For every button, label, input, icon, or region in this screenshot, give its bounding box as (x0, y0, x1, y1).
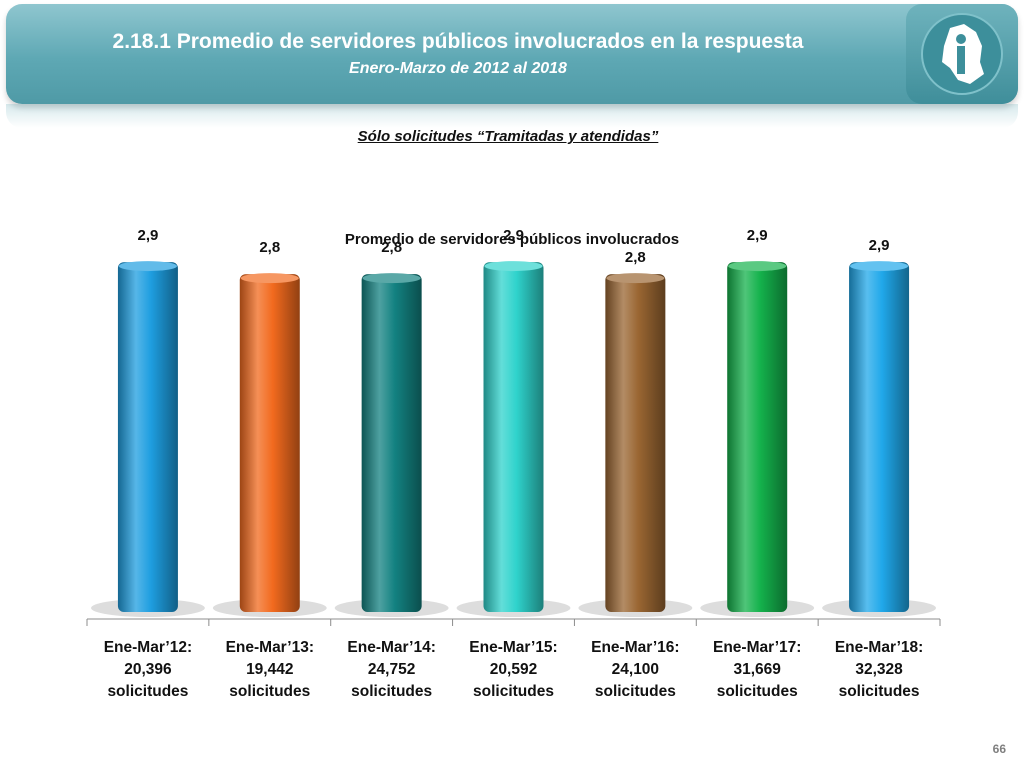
category-label-2-line-3: solicitudes (229, 683, 310, 700)
bar-3-cap (362, 273, 421, 284)
bar-5-cap (606, 273, 665, 284)
category-label-6-line-1: Ene-Mar’17: (713, 639, 801, 656)
category-label-2-line-2: 19,442 (246, 661, 293, 678)
page-number: 66 (992, 742, 1006, 756)
bar-2 (239, 274, 300, 612)
bar-1-cap (118, 261, 177, 272)
filter-note: Sólo solicitudes “Tramitadas y atendidas… (357, 128, 659, 145)
category-label-7-line-3: solicitudes (839, 683, 920, 700)
category-label-7-line-2: 32,328 (855, 661, 903, 678)
page-subtitle: Enero-Marzo de 2012 al 2018 (349, 60, 567, 77)
header-banner (6, 4, 1018, 104)
bar-7-cap (850, 261, 909, 272)
category-label-6-line-2: 31,669 (734, 661, 782, 678)
page-title: 2.18.1 Promedio de servidores públicos i… (112, 30, 804, 53)
category-label-1-line-2: 20,396 (124, 661, 172, 678)
bar-6 (727, 262, 788, 612)
category-label-3-line-3: solicitudes (351, 683, 432, 700)
category-label-2-line-1: Ene-Mar’13: (226, 639, 314, 656)
bar-4 (483, 262, 544, 612)
chart-title: Promedio de servidores públicos involucr… (344, 231, 680, 248)
institution-logo-icon (921, 13, 1003, 95)
category-label-7-line-1: Ene-Mar’18: (835, 639, 923, 656)
category-label-4-line-2: 20,592 (490, 661, 537, 678)
category-label-4-line-1: Ene-Mar’15: (469, 639, 557, 656)
category-label-3-line-1: Ene-Mar’14: (347, 639, 435, 656)
bar-5 (605, 274, 666, 612)
value-label-7: 2,9 (869, 237, 890, 254)
value-label-3: 2,8 (381, 239, 402, 256)
category-label-5-line-3: solicitudes (595, 683, 676, 700)
value-label-6: 2,9 (747, 227, 768, 244)
value-label-2: 2,8 (259, 239, 280, 256)
bar-1 (117, 262, 178, 612)
category-label-3-line-2: 24,752 (368, 661, 415, 678)
value-label-5: 2,8 (625, 249, 646, 266)
value-label-4: 2,9 (503, 227, 524, 244)
bar-4-cap (484, 261, 543, 272)
value-label-1: 2,9 (137, 227, 158, 244)
bar-7 (849, 262, 910, 612)
category-label-1-line-1: Ene-Mar’12: (104, 639, 192, 656)
bar-3 (361, 274, 422, 612)
category-label-4-line-3: solicitudes (473, 683, 554, 700)
category-label-5-line-1: Ene-Mar’16: (591, 639, 679, 656)
logo-box (906, 4, 1018, 104)
bar-6-cap (728, 261, 787, 272)
header-reflection (6, 104, 1018, 128)
category-label-6-line-3: solicitudes (717, 683, 798, 700)
category-label-5-line-2: 24,100 (612, 661, 659, 678)
category-label-1-line-3: solicitudes (107, 683, 188, 700)
bar-2-cap (240, 273, 299, 284)
